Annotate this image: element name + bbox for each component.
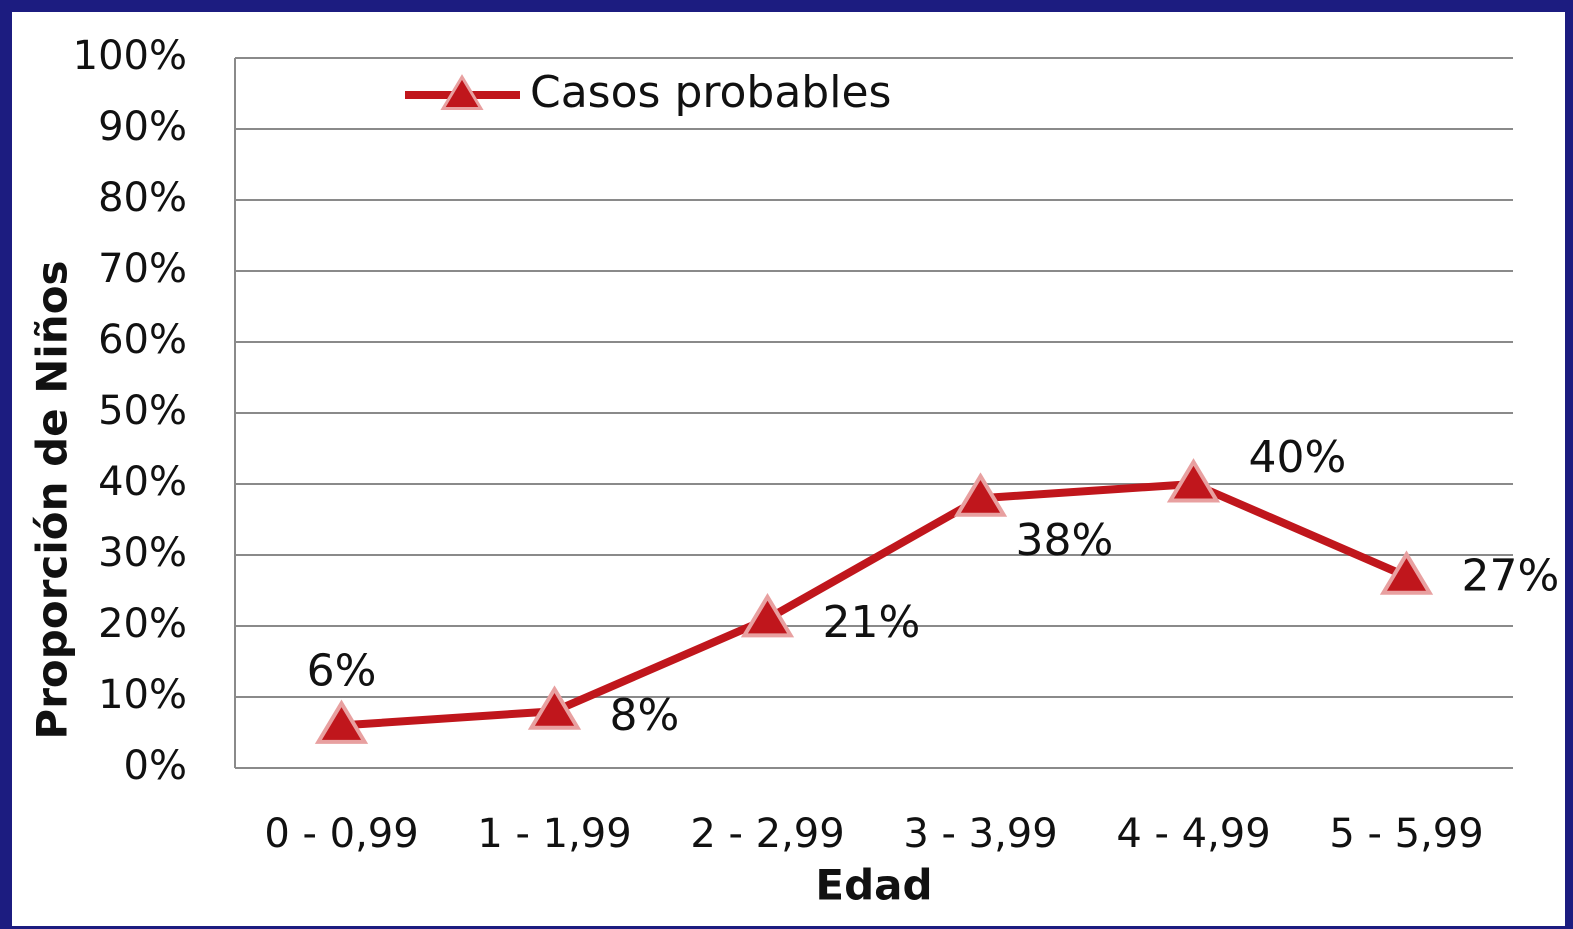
series-line <box>341 480 1409 730</box>
x-tick-label: 5 - 5,99 <box>1329 811 1483 857</box>
data-label: 27% <box>1462 550 1560 601</box>
y-tick-label: 90% <box>98 104 187 150</box>
x-tick-label: 1 - 1,99 <box>477 811 631 857</box>
marker <box>527 685 582 730</box>
marker <box>953 472 1008 517</box>
y-tick-label: 50% <box>98 388 187 434</box>
y-tick-label: 30% <box>98 530 187 576</box>
data-label: 8% <box>610 690 680 741</box>
y-tick-label: 0% <box>124 743 187 789</box>
y-tick-label: 70% <box>98 246 187 292</box>
x-tick-label: 0 - 0,99 <box>264 811 418 857</box>
data-label: 6% <box>307 645 377 696</box>
x-tick-label: 2 - 2,99 <box>690 811 844 857</box>
y-tick-label: 60% <box>98 317 187 363</box>
legend-marker <box>440 74 484 110</box>
legend-label: Casos probables <box>530 67 891 118</box>
x-axis-title: Edad <box>815 861 932 910</box>
marker <box>1166 458 1221 503</box>
y-tick-label: 80% <box>98 175 187 221</box>
y-axis-title: Proporción de Niños <box>28 260 77 739</box>
y-tick-label: 100% <box>73 33 187 79</box>
y-tick-label: 10% <box>98 672 187 718</box>
x-tick-label: 3 - 3,99 <box>903 811 1057 857</box>
marker <box>740 593 795 638</box>
data-label: 40% <box>1249 432 1347 483</box>
x-tick-label: 4 - 4,99 <box>1116 811 1270 857</box>
marker <box>1379 550 1434 595</box>
marker <box>314 699 369 744</box>
y-tick-label: 40% <box>98 459 187 505</box>
data-label: 38% <box>1016 515 1114 566</box>
data-label: 21% <box>823 597 921 648</box>
chart-background <box>12 12 1565 926</box>
y-tick-label: 20% <box>98 601 187 647</box>
